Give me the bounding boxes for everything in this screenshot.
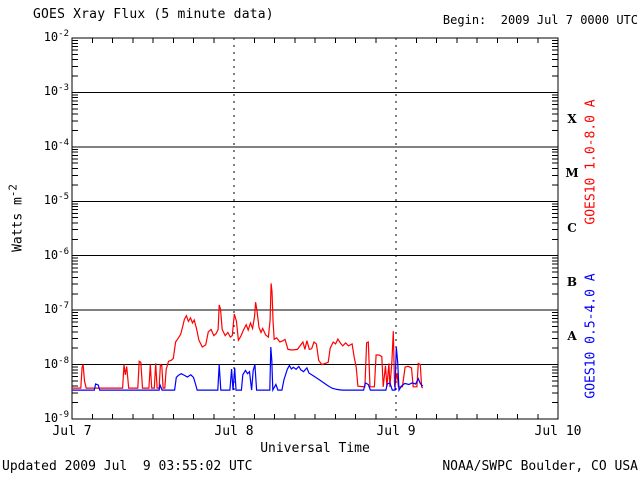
series-line-short-channel [72,346,424,393]
series-line-long-channel [72,283,424,389]
y-tick-label: 10-3 [43,83,69,99]
flare-class-letter-B: B [566,274,578,289]
y-tick-label: 10-2 [43,29,69,44]
flare-class-letter-M: M [565,166,579,181]
x-tick-label: Jul 7 [52,424,92,439]
y-tick-label: 10-8 [43,355,69,371]
credit-text: NOAA/SWPC Boulder, CO USA [442,459,638,474]
x-axis-label: Universal Time [260,441,370,456]
y-tick-label: 10-4 [43,137,69,153]
updated-timestamp: Updated 2009 Jul 9 03:55:02 UTC [2,459,253,474]
flare-class-letter-X: X [567,111,577,126]
y-tick-label: 10-5 [43,192,69,208]
x-tick-label: Jul 9 [376,424,416,439]
flare-class-letter-A: A [567,329,577,344]
y-axis-label: Watts m-2 [6,184,25,252]
y-axis-label-text: Watts m [10,197,26,252]
begin-timestamp: Begin: 2009 Jul 7 0000 UTC [442,13,638,27]
y-tick-label: 10-6 [43,246,69,262]
y-tick-label: 10-7 [43,301,69,317]
y-tick-label: 10-9 [43,410,69,425]
y-axis-label-sup: -2 [6,184,20,198]
flare-class-letter-C: C [567,220,577,235]
plot-frame [71,37,559,420]
series-label-long-channel: GOES10 1.0-8.0 A [583,99,599,225]
x-tick-label: Jul 10 [534,424,582,439]
page-title: GOES Xray Flux (5 minute data) [33,7,274,22]
series-label-short-channel: GOES10 0.5-4.0 A [583,273,599,399]
x-tick-label: Jul 8 [214,424,254,439]
